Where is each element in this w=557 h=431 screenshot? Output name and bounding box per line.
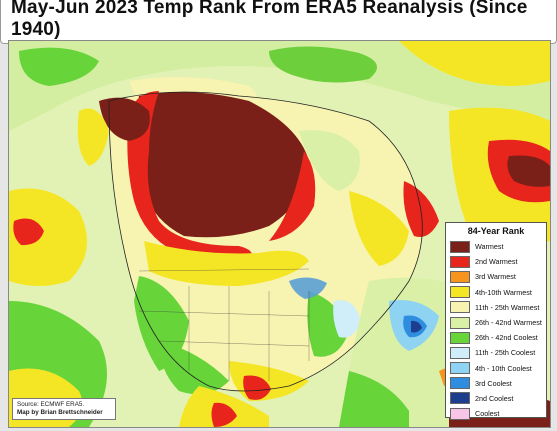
- yellow-prairies: [144, 241, 309, 286]
- source-text: Source: ECMWF ERA5.: [17, 401, 85, 408]
- great-lakes: [289, 277, 327, 299]
- legend-swatch: [450, 331, 470, 344]
- atlantic-south-green: [339, 371, 409, 427]
- green-arctic-patches: [269, 46, 377, 83]
- texas-red: [243, 375, 271, 400]
- legend-row: 2nd Warmest: [450, 254, 542, 269]
- map-title: May-Jun 2023 Temp Rank From ERA5 Reanaly…: [0, 0, 557, 44]
- legend-row: 2nd Coolest: [450, 391, 542, 406]
- legend-row: Warmest: [450, 239, 542, 254]
- us-central-pale: [189, 286, 309, 369]
- yellow-greenland-area: [399, 41, 550, 86]
- legend-title: 84-Year Rank: [467, 226, 525, 236]
- legend-label: 11th - 25th Warmest: [475, 302, 540, 312]
- alaska-red: [99, 97, 150, 141]
- legend-row: 4th - 10th Coolest: [450, 361, 542, 376]
- labrador-red: [403, 181, 439, 237]
- legend-row: Coolest: [450, 406, 542, 421]
- legend-label: 4th-10th Warmest: [475, 287, 532, 297]
- map-canvas: [8, 40, 551, 428]
- northeast-atlantic-warmest: [507, 155, 550, 187]
- red-pacific-spot: [13, 218, 44, 246]
- pale-green-band-north: [9, 41, 550, 131]
- yellow-pacific-west: [9, 188, 87, 286]
- legend-swatch: [450, 407, 470, 420]
- legend-label: Warmest: [475, 242, 504, 252]
- legend-label: Coolest: [475, 409, 500, 419]
- legend-row: 26th - 42nd Coolest: [450, 330, 542, 345]
- warmest-canada-blob: [135, 92, 309, 238]
- legend-label: 4th - 10th Coolest: [475, 363, 532, 373]
- red-canada-east-fringe: [269, 151, 316, 241]
- legend-label: 2nd Coolest: [475, 393, 514, 403]
- legend-label: 26th - 42nd Coolest: [475, 333, 538, 343]
- legend-swatch: [450, 301, 470, 314]
- us-southwest-green: [159, 341, 229, 395]
- legend-swatch: [450, 316, 470, 329]
- alaska-yellow: [77, 108, 109, 166]
- hudson-bay-green: [299, 130, 360, 191]
- credit-text: Map by Brian Brettschneider: [17, 409, 103, 416]
- green-northwest-patch: [19, 47, 99, 86]
- east-canada-yellow: [349, 191, 409, 266]
- red-canada-fringe: [127, 91, 253, 264]
- legend-swatch: [450, 270, 470, 283]
- legend-row: 26th - 42nd Warmest: [450, 315, 542, 330]
- us-east-green: [307, 291, 349, 357]
- legend-swatch: [450, 346, 470, 359]
- legend-row: 4th-10th Warmest: [450, 285, 542, 300]
- legend-row: 11th - 25th Coolest: [450, 345, 542, 360]
- legend-label: 3rd Coolest: [475, 378, 512, 388]
- coastline: [108, 91, 423, 392]
- border-lines: [138, 268, 310, 381]
- legend-swatch: [450, 377, 470, 390]
- source-box: Source: ECMWF ERA5. Map by Brian Brettsc…: [12, 398, 116, 420]
- legend-row: 3rd Coolest: [450, 376, 542, 391]
- legend-swatch: [450, 286, 470, 299]
- mexico-red: [211, 402, 237, 427]
- legend-label: 3rd Warmest: [475, 272, 516, 282]
- legend-label: 2nd Warmest: [475, 257, 518, 267]
- legend-swatch: [450, 392, 470, 405]
- legend-swatch: [450, 362, 470, 375]
- legend-swatch: [450, 255, 470, 268]
- legend: 84-Year Rank Warmest 2nd Warmest 3rd War…: [445, 222, 547, 421]
- legend-row: 3rd Warmest: [450, 269, 542, 284]
- us-northeast-blue: [333, 300, 361, 338]
- legend-swatch: [450, 240, 470, 253]
- atlantic-navy: [411, 320, 422, 333]
- title-bar: May-Jun 2023 Temp Rank From ERA5 Reanaly…: [0, 0, 557, 44]
- legend-label: 11th - 25th Coolest: [475, 348, 536, 358]
- legend-row: 11th - 25th Warmest: [450, 300, 542, 315]
- legend-label: 26th - 42nd Warmest: [475, 318, 542, 328]
